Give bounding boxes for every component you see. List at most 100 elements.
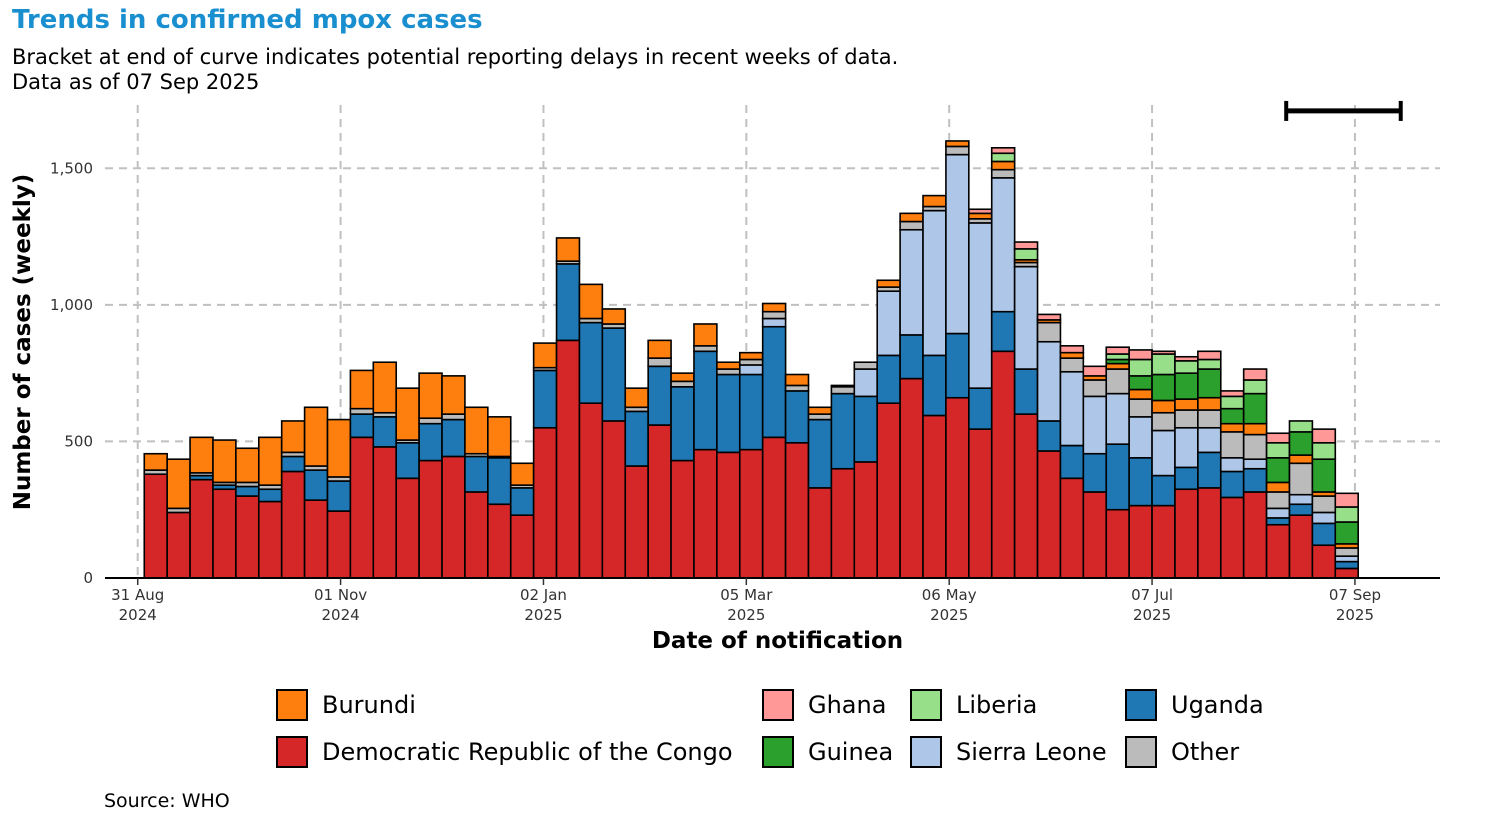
bar-segment-burundi (1197, 396, 1222, 411)
bar-segment-uganda (601, 327, 627, 422)
bar-segment-ghana (1013, 241, 1039, 250)
bar-segment-democratic-republic-of-the-congo (716, 451, 741, 579)
bar-segment-guinea (1128, 375, 1153, 391)
bar-segment-democratic-republic-of-the-congo (1128, 504, 1153, 579)
bar-segment-burundi (487, 416, 512, 458)
bar-segment-uganda (693, 350, 718, 451)
bar-segment-liberia (1334, 506, 1359, 523)
bar-segment-burundi (1105, 362, 1130, 370)
bar-segment-democratic-republic-of-the-congo (1082, 491, 1108, 579)
bar-segment-sierra-leone (1036, 340, 1062, 422)
bar-segment-democratic-republic-of-the-congo (1151, 504, 1176, 579)
bar-segment-ghana (1242, 368, 1268, 381)
bar-segment-burundi (418, 372, 443, 420)
y-axis-title: Number of cases (weekly) (10, 174, 36, 511)
bar-segment-democratic-republic-of-the-congo (555, 339, 581, 579)
bar-segment-sierra-leone (990, 177, 1016, 313)
bar-segment-democratic-republic-of-the-congo (738, 448, 764, 579)
bar-segment-burundi (441, 375, 466, 415)
bar-segment-guinea (1197, 368, 1222, 399)
bar-segment-uganda (830, 392, 856, 470)
bar-segment-uganda (464, 455, 489, 493)
bar-segment-sierra-leone (922, 209, 947, 357)
bar-segment-democratic-republic-of-the-congo (441, 455, 466, 579)
bar-segment-uganda (257, 488, 283, 503)
bar-segment-sierra-leone (1219, 457, 1245, 473)
bar-segment-burundi (303, 406, 329, 467)
bar-segment-democratic-republic-of-the-congo (784, 441, 810, 579)
bar-segment-ghana (1265, 432, 1291, 444)
chart-title: Trends in confirmed mpox cases (12, 5, 483, 35)
bar-segment-sierra-leone (1174, 426, 1199, 469)
bar-segment-democratic-republic-of-the-congo (532, 426, 558, 579)
bar-segment-burundi (899, 212, 924, 223)
bar-segment-uganda (1197, 451, 1222, 489)
x-tick-label: 01 Nov (314, 586, 367, 604)
x-tick-label: 06 May (922, 586, 977, 604)
bar-segment-uganda (235, 485, 260, 497)
bar-segment-burundi (143, 452, 168, 471)
bar-segment-uganda (853, 395, 879, 463)
bar-segment-burundi (945, 140, 970, 148)
bar-segment-uganda (899, 334, 924, 380)
bar-segment-sierra-leone (1151, 429, 1176, 477)
bar-segment-ghana (990, 147, 1016, 155)
bar-segment-burundi (738, 351, 764, 361)
subtitle-line-1: Bracket at end of curve indicates potent… (12, 45, 899, 69)
bar-segment-uganda (1013, 368, 1039, 415)
bar-segment-democratic-republic-of-the-congo (807, 487, 833, 579)
bar-segment-guinea (1265, 457, 1291, 484)
bar-segment-uganda (990, 310, 1016, 353)
bar-segment-democratic-republic-of-the-congo (1174, 488, 1199, 579)
bar-segment-guinea (1311, 458, 1337, 493)
bar-segment-other (899, 220, 924, 231)
bar-segment-other (784, 384, 810, 392)
bar-segment-other (1242, 433, 1268, 460)
bar-segment-burundi (968, 212, 993, 220)
bar-segment-sierra-leone (1059, 370, 1085, 447)
bar-segment-burundi (693, 323, 718, 347)
x-tick-label: 05 Mar (720, 586, 773, 604)
bar-segment-guinea (1219, 407, 1245, 425)
bar-segment-other (738, 358, 764, 366)
bar-segment-other (1219, 431, 1245, 459)
bar-segment-burundi (326, 418, 352, 478)
x-tick-year-label: 2024 (321, 606, 359, 624)
bar-segment-other (1334, 547, 1359, 557)
bar-segment-burundi (922, 194, 947, 208)
bar-segment-democratic-republic-of-the-congo (693, 448, 718, 579)
bar-segment-uganda (761, 325, 787, 439)
bar-segment-other (1036, 321, 1062, 343)
bar-segment-uganda (280, 455, 306, 473)
bar-segment-uganda (716, 373, 741, 454)
bar-segment-democratic-republic-of-the-congo (853, 461, 879, 579)
bar-segment-other (716, 368, 741, 376)
bar-segment-democratic-republic-of-the-congo (349, 436, 375, 579)
bar-segment-uganda (647, 365, 672, 426)
bar-segment-other (990, 168, 1016, 179)
x-tick-year-label: 2025 (524, 606, 562, 624)
bar-segment-uganda (876, 354, 901, 404)
bar-segment-uganda (326, 480, 352, 512)
bar-segment-burundi (532, 342, 558, 369)
bar-segment-uganda (441, 418, 466, 458)
bar-segment-other (1265, 491, 1291, 510)
bar-segment-burundi (1288, 454, 1314, 465)
bar-segment-other (830, 385, 856, 395)
bar-segment-uganda (1288, 503, 1314, 516)
bar-segment-burundi (647, 339, 672, 359)
bar-segment-liberia (1197, 358, 1222, 370)
x-tick-label: 07 Jul (1131, 586, 1173, 604)
bar-segment-sierra-leone (761, 317, 787, 328)
bar-segment-burundi (784, 373, 810, 387)
bar-segment-democratic-republic-of-the-congo (166, 511, 191, 579)
bar-segment-uganda (784, 390, 810, 444)
bar-segment-democratic-republic-of-the-congo (578, 402, 604, 579)
bar-segment-other (1059, 357, 1085, 373)
bar-segment-burundi (464, 406, 489, 455)
bar-segment-democratic-republic-of-the-congo (487, 503, 512, 579)
bar-segment-other (349, 407, 375, 415)
bar-segment-uganda (532, 369, 558, 429)
bar-segment-democratic-republic-of-the-congo (326, 510, 352, 579)
bar-segment-burundi (235, 447, 260, 484)
